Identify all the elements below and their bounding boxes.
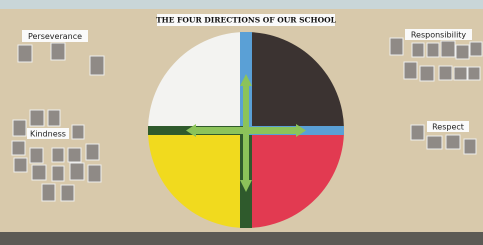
- photo: [14, 158, 27, 172]
- photo: [446, 135, 460, 149]
- page: THE FOUR DIRECTIONS OF OUR SCHOOL Persev…: [0, 0, 483, 245]
- photo: [51, 43, 65, 60]
- photo: [427, 43, 439, 57]
- bulletin-board: THE FOUR DIRECTIONS OF OUR SCHOOL Persev…: [0, 0, 483, 245]
- photo: [468, 67, 480, 80]
- photo: [456, 45, 469, 59]
- photo: [464, 139, 476, 154]
- section-label: Kindness: [30, 130, 66, 139]
- photo: [390, 38, 403, 55]
- photo: [30, 148, 43, 163]
- section-label: Perseverance: [28, 32, 82, 41]
- photo: [441, 41, 455, 57]
- photo: [12, 141, 25, 155]
- photo: [18, 45, 32, 62]
- photo: [404, 62, 417, 79]
- photo: [70, 163, 84, 180]
- photo: [61, 185, 74, 201]
- photo: [30, 110, 44, 126]
- photo: [90, 56, 104, 75]
- photo: [52, 166, 64, 181]
- medicine-wheel: [148, 32, 344, 228]
- photo: [52, 148, 64, 162]
- photo: [88, 165, 101, 182]
- photo: [412, 43, 424, 57]
- photo: [470, 42, 482, 56]
- photo: [454, 67, 467, 80]
- photo: [411, 125, 424, 140]
- photo: [68, 148, 81, 162]
- photo: [32, 165, 46, 180]
- wall-top: [0, 0, 483, 9]
- photo: [427, 136, 442, 149]
- photo: [72, 125, 84, 139]
- floor-edge: [0, 232, 483, 245]
- section-label: Responsibility: [411, 31, 467, 40]
- photo: [420, 66, 434, 81]
- photo: [86, 144, 99, 160]
- board-title: THE FOUR DIRECTIONS OF OUR SCHOOL: [156, 16, 337, 25]
- photo: [48, 110, 60, 126]
- photo: [13, 120, 26, 136]
- photo: [42, 184, 55, 201]
- section-label: Respect: [432, 123, 464, 132]
- photo: [439, 66, 452, 80]
